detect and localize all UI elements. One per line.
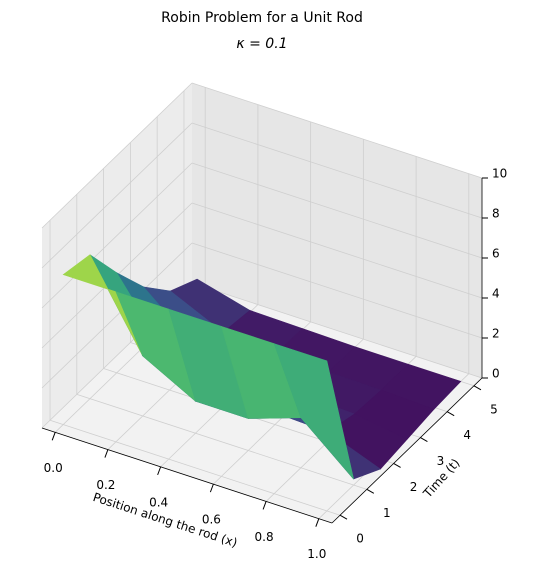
y-tick [420,437,428,442]
grid-line [41,242,193,389]
y-tick-label: 5 [490,402,498,416]
grid-line [191,122,483,219]
y-tick [446,411,455,417]
z-tick-label: 2 [492,327,500,341]
chart-title: Robin Problem for a Unit Rod [161,10,363,26]
y-tick [473,385,482,391]
x-tick [51,432,56,441]
z-tick-label: 10 [492,167,507,181]
y-tick-label: 0 [356,532,364,546]
z-tick-label: 0 [492,367,500,381]
x-tick-label: 0.4 [149,495,168,509]
x-tick-label: 0.0 [44,461,63,475]
y-tick-label: 2 [410,480,418,494]
y-tick [366,488,375,494]
y-tick-label: 3 [437,454,445,468]
x-tick-label: 1.0 [307,547,326,561]
x-tick [262,501,267,510]
x-tick-label: 0.8 [255,530,274,544]
x-tick [104,449,109,458]
x-tick [157,466,162,476]
y-tick-label: 4 [463,428,471,442]
axis-line [331,377,483,524]
grid-line [76,393,367,490]
grid-line [191,282,483,379]
grid-line [49,419,341,516]
grid-line [191,162,483,259]
grid-line [191,242,483,339]
y-tick [393,463,401,468]
grid-line [191,202,483,299]
y-tick [339,514,348,520]
back-pane [192,83,482,378]
surface-patch [273,343,354,480]
axis-line [41,427,333,524]
x-tick-label: 0.6 [202,513,221,527]
grid-line [41,162,193,309]
x-tick [315,518,320,527]
grid-line [41,122,193,269]
x-tick [209,483,214,493]
grid-line [41,82,193,229]
grid-line [191,82,483,179]
z-tick-label: 6 [492,247,500,261]
x-tick-label: 0.2 [96,478,115,492]
z-tick-label: 4 [492,287,500,301]
z-tick-label: 8 [492,207,500,221]
left-pane [42,83,192,428]
y-tick-label: 1 [383,506,391,520]
chart-subtitle: κ = 0.1 [236,36,287,52]
